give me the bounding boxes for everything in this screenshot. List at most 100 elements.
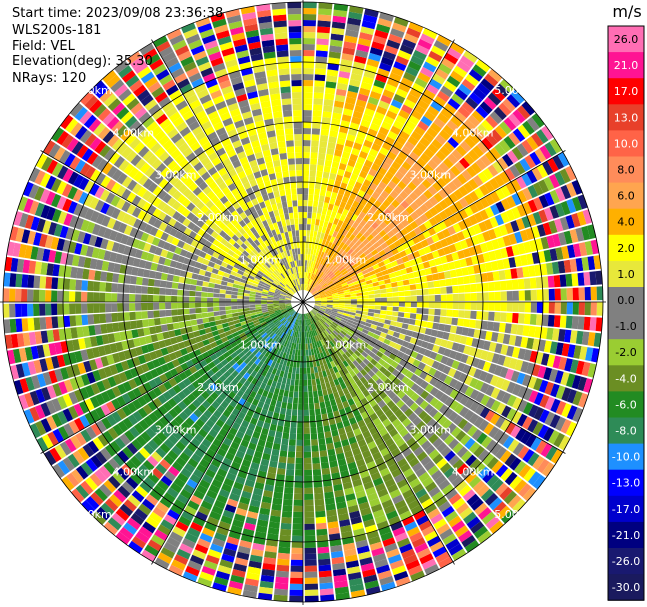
velocity-gate bbox=[548, 368, 558, 382]
velocity-gate bbox=[459, 55, 475, 68]
velocity-gate bbox=[162, 193, 172, 204]
velocity-gate bbox=[512, 290, 519, 301]
velocity-gate bbox=[374, 309, 381, 314]
velocity-gate bbox=[220, 261, 228, 268]
velocity-gate bbox=[333, 441, 342, 449]
velocity-gate bbox=[366, 234, 374, 242]
velocity-gate bbox=[130, 512, 145, 526]
velocity-gate bbox=[319, 326, 325, 333]
velocity-gate bbox=[487, 92, 502, 106]
velocity-gate bbox=[319, 244, 325, 252]
velocity-gate bbox=[566, 182, 577, 198]
velocity-gate bbox=[433, 518, 447, 530]
velocity-gate bbox=[326, 442, 335, 450]
velocity-gate bbox=[297, 421, 303, 428]
velocity-gate bbox=[439, 393, 449, 404]
velocity-gate bbox=[219, 293, 226, 298]
velocity-gate bbox=[522, 402, 534, 415]
velocity-gate bbox=[332, 321, 339, 327]
velocity-gate bbox=[342, 284, 349, 289]
velocity-gate bbox=[363, 338, 371, 345]
velocity-gate bbox=[297, 349, 301, 356]
velocity-gate bbox=[393, 185, 403, 195]
velocity-gate bbox=[390, 447, 401, 458]
velocity-gate bbox=[441, 505, 455, 518]
velocity-gate bbox=[289, 385, 295, 392]
velocity-gate bbox=[125, 459, 138, 472]
velocity-gate bbox=[338, 162, 347, 171]
velocity-gate bbox=[244, 357, 251, 365]
velocity-gate bbox=[172, 430, 183, 441]
velocity-gate bbox=[273, 299, 280, 301]
velocity-gate bbox=[262, 377, 269, 385]
velocity-gate bbox=[569, 330, 578, 344]
velocity-gate bbox=[438, 556, 453, 569]
velocity-gate bbox=[177, 255, 186, 264]
velocity-gate bbox=[179, 543, 194, 555]
velocity-gate bbox=[186, 478, 198, 490]
velocity-gate bbox=[371, 249, 379, 256]
velocity-gate bbox=[335, 446, 344, 455]
velocity-gate bbox=[560, 371, 570, 386]
velocity-gate bbox=[185, 345, 194, 354]
velocity-gate bbox=[214, 499, 226, 510]
velocity-gate bbox=[3, 319, 11, 334]
velocity-gate bbox=[354, 283, 361, 288]
velocity-gate bbox=[338, 332, 345, 338]
velocity-gate bbox=[239, 253, 247, 260]
velocity-gate bbox=[267, 321, 274, 327]
velocity-gate bbox=[469, 401, 480, 412]
velocity-gate bbox=[352, 236, 359, 244]
velocity-gate bbox=[295, 457, 303, 464]
velocity-gate bbox=[24, 346, 33, 361]
velocity-gate bbox=[228, 359, 237, 367]
velocity-gate bbox=[308, 248, 312, 255]
velocity-gate bbox=[123, 284, 130, 293]
velocity-gate bbox=[211, 479, 223, 489]
velocity-gate bbox=[305, 254, 308, 261]
velocity-gate bbox=[351, 422, 360, 431]
velocity-gate bbox=[538, 339, 546, 352]
velocity-gate bbox=[470, 162, 482, 174]
velocity-gate bbox=[217, 565, 232, 575]
velocity-gate bbox=[295, 463, 303, 470]
velocity-gate bbox=[371, 277, 379, 283]
velocity-gate bbox=[201, 400, 211, 409]
velocity-gate bbox=[278, 316, 285, 321]
velocity-gate bbox=[348, 234, 356, 242]
velocity-gate bbox=[370, 260, 378, 267]
velocity-gate bbox=[72, 339, 80, 351]
velocity-gate bbox=[46, 263, 54, 276]
velocity-gate bbox=[293, 397, 298, 404]
velocity-gate bbox=[304, 331, 307, 338]
velocity-gate bbox=[337, 507, 348, 516]
velocity-gate bbox=[374, 457, 385, 466]
velocity-gate bbox=[391, 395, 401, 404]
velocity-gate bbox=[237, 545, 251, 555]
velocity-gate bbox=[169, 531, 184, 543]
velocity-gate bbox=[147, 302, 154, 311]
velocity-gate bbox=[186, 202, 196, 212]
velocity-gate bbox=[267, 300, 273, 302]
velocity-gate bbox=[374, 330, 382, 336]
velocity-gate bbox=[381, 342, 389, 350]
velocity-gate bbox=[246, 395, 254, 404]
velocity-gate bbox=[451, 233, 460, 243]
velocity-gate bbox=[105, 179, 117, 191]
velocity-gate bbox=[254, 275, 262, 281]
velocity-gate bbox=[493, 365, 503, 376]
velocity-gate bbox=[478, 419, 490, 432]
velocity-gate bbox=[215, 433, 225, 443]
velocity-gate bbox=[374, 297, 381, 302]
velocity-gate bbox=[169, 337, 178, 345]
velocity-gate bbox=[214, 453, 224, 463]
velocity-gate bbox=[384, 45, 399, 55]
velocity-gate bbox=[337, 168, 345, 177]
velocity-gate bbox=[173, 404, 183, 415]
velocity-gate bbox=[319, 576, 333, 584]
velocity-gate bbox=[453, 260, 462, 269]
velocity-gate bbox=[69, 102, 84, 117]
velocity-gate bbox=[364, 159, 373, 168]
velocity-gate bbox=[391, 282, 398, 288]
velocity-gate bbox=[232, 344, 240, 352]
